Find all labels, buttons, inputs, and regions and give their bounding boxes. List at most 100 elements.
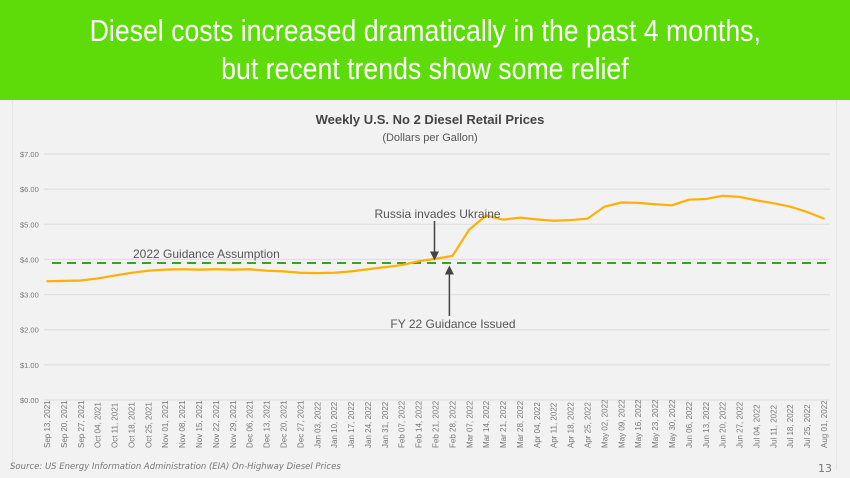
x-tick-label: Feb 21, 2022	[432, 400, 441, 448]
data-point	[147, 269, 150, 272]
data-point	[721, 195, 724, 197]
x-tick-label: Dec 13, 2021	[263, 400, 272, 448]
data-point	[671, 204, 673, 207]
data-point	[468, 228, 471, 231]
y-tick-label: $7.00	[20, 150, 39, 159]
guidance-issued-annotation: FY 22 Guidance Issued	[390, 317, 515, 331]
data-point	[63, 280, 65, 282]
x-tick-label: Dec 27, 2021	[296, 400, 305, 448]
source-note: Source: US Energy Information Administra…	[10, 462, 341, 472]
data-point	[806, 211, 808, 213]
x-tick-label: Jun 20, 2022	[719, 401, 728, 448]
x-tick-label: Dec 20, 2021	[279, 400, 288, 448]
data-point	[434, 257, 437, 260]
data-point	[198, 268, 200, 271]
x-tick-label: May 23, 2022	[651, 399, 660, 448]
data-point	[316, 272, 319, 274]
data-point	[755, 199, 758, 202]
data-point	[688, 198, 690, 201]
data-point	[451, 255, 454, 257]
data-point	[181, 268, 183, 271]
x-tick-label: Aug 01, 2022	[820, 400, 829, 448]
data-point	[265, 269, 268, 272]
x-tick-label: Nov 29, 2021	[229, 400, 238, 448]
page-number: 13	[818, 462, 832, 475]
y-tick-label: $1.00	[20, 361, 39, 370]
data-point	[384, 266, 386, 268]
data-point	[738, 196, 741, 198]
data-point	[569, 219, 572, 221]
y-tick-label: $5.00	[20, 220, 39, 229]
y-tick-label: $4.00	[20, 255, 39, 264]
data-point	[704, 198, 707, 200]
data-point	[282, 270, 285, 273]
x-tick-label: Oct 04, 2021	[94, 402, 103, 448]
x-tick-label: Sep 13, 2021	[43, 400, 52, 448]
x-tick-label: Feb 14, 2022	[415, 400, 424, 448]
x-tick-label: May 02, 2022	[600, 399, 609, 448]
x-tick-label: Oct 25, 2021	[144, 402, 153, 448]
data-point	[248, 268, 251, 271]
x-tick-label: Jul 04, 2022	[752, 404, 761, 448]
x-tick-label: May 09, 2022	[617, 399, 626, 448]
data-point	[772, 202, 775, 204]
data-point	[79, 279, 82, 282]
x-tick-label: Jan 31, 2022	[381, 401, 390, 448]
right-border	[836, 100, 837, 470]
chart-title: Weekly U.S. No 2 Diesel Retail Prices	[316, 112, 545, 127]
data-point	[417, 260, 420, 262]
x-tick-label: Jun 06, 2022	[685, 401, 694, 448]
data-point	[789, 205, 792, 208]
x-tick-label: Feb 28, 2022	[448, 400, 457, 448]
x-tick-label: Apr 11, 2022	[550, 402, 559, 448]
data-point	[637, 202, 639, 204]
x-tick-label: Nov 08, 2021	[178, 400, 187, 448]
data-point	[46, 280, 48, 283]
left-border	[12, 100, 13, 470]
slide-title: Diesel costs increased dramatically in t…	[0, 12, 850, 88]
x-tick-label: Jan 10, 2022	[330, 401, 339, 448]
header-banner	[0, 0, 850, 100]
x-tick-label: Nov 15, 2021	[195, 400, 204, 448]
data-point	[350, 270, 352, 273]
x-tick-label: Mar 07, 2022	[465, 400, 474, 448]
data-point	[130, 271, 133, 274]
x-tick-label: Nov 22, 2021	[212, 400, 221, 448]
x-tick-label: Oct 11, 2021	[111, 402, 120, 448]
data-point	[215, 268, 217, 271]
x-tick-label: May 16, 2022	[634, 399, 643, 448]
data-point	[620, 201, 623, 204]
y-tick-label: $2.00	[20, 326, 39, 335]
data-point	[823, 217, 825, 220]
y-tick-label: $6.00	[20, 185, 39, 194]
x-tick-label: Jan 24, 2022	[364, 401, 373, 448]
x-tick-label: Jan 03, 2022	[313, 401, 322, 448]
title-line-2: but recent trends show some relief	[221, 51, 629, 86]
x-tick-label: May 30, 2022	[668, 399, 677, 448]
data-point	[502, 218, 504, 221]
y-tick-label: $3.00	[20, 291, 39, 300]
y-tick-label: $0.00	[20, 396, 39, 405]
data-point	[232, 268, 234, 271]
x-tick-label: Feb 07, 2022	[398, 400, 407, 448]
x-tick-label: Apr 25, 2022	[584, 402, 593, 448]
title-line-1: Diesel costs increased dramatically in t…	[89, 13, 761, 48]
data-point	[552, 219, 555, 222]
data-point	[113, 274, 116, 277]
x-tick-label: Jul 18, 2022	[786, 404, 795, 448]
data-point	[586, 217, 589, 220]
x-tick-label: Sep 27, 2021	[77, 400, 86, 448]
data-point	[485, 214, 487, 217]
x-tick-label: Apr 04, 2022	[533, 402, 542, 448]
data-point	[333, 271, 335, 274]
data-point	[367, 268, 369, 271]
chart-subtitle: (Dollars per Gallon)	[382, 132, 477, 144]
x-tick-label: Nov 01, 2021	[161, 400, 170, 448]
russia-annotation: Russia invades Ukraine	[375, 207, 501, 221]
data-point	[603, 205, 606, 208]
x-tick-label: Dec 06, 2021	[246, 400, 255, 448]
x-tick-label: Oct 18, 2021	[127, 402, 136, 448]
x-tick-label: Sep 20, 2021	[60, 400, 69, 448]
x-tick-label: Jun 27, 2022	[736, 401, 745, 448]
